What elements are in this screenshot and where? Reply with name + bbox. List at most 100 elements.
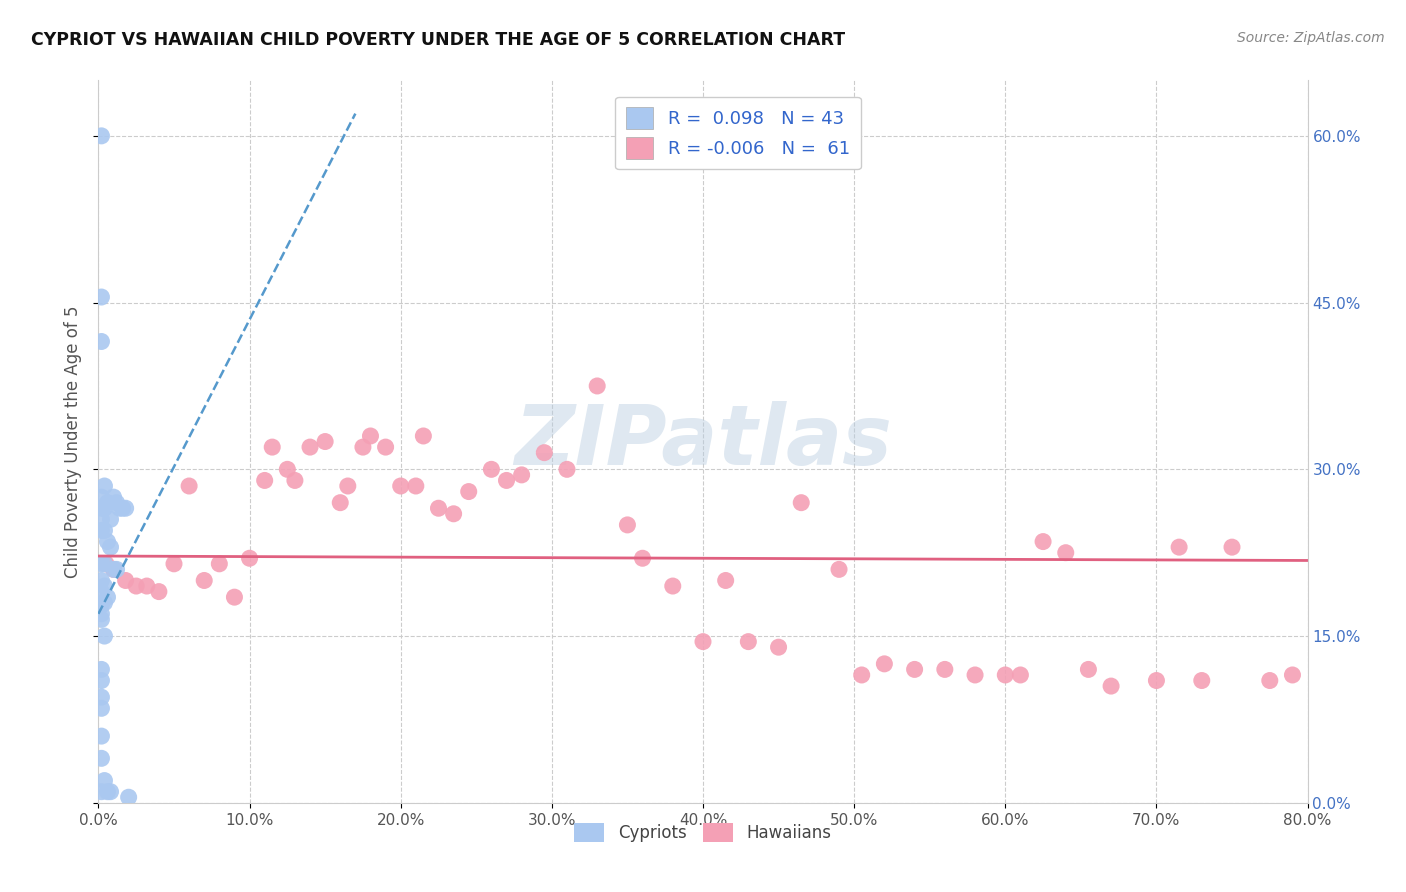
Point — [103, 490, 125, 504]
Point — [93, 579, 115, 593]
Point — [1168, 540, 1191, 554]
Point — [96, 496, 118, 510]
Point — [90, 607, 112, 621]
Point — [262, 440, 284, 454]
Point — [374, 440, 396, 454]
Point — [114, 501, 136, 516]
Point — [93, 629, 115, 643]
Point — [93, 524, 115, 538]
Point — [661, 579, 683, 593]
Point — [90, 612, 112, 626]
Point — [616, 517, 638, 532]
Point — [405, 479, 427, 493]
Point — [96, 534, 118, 549]
Point — [481, 462, 503, 476]
Point — [208, 557, 231, 571]
Point — [93, 773, 115, 788]
Point — [224, 590, 246, 604]
Point — [105, 496, 128, 510]
Point — [533, 445, 555, 459]
Point — [90, 290, 112, 304]
Point — [412, 429, 434, 443]
Point — [179, 479, 201, 493]
Legend: Cypriots, Hawaiians: Cypriots, Hawaiians — [568, 816, 838, 848]
Point — [90, 598, 112, 612]
Point — [239, 551, 262, 566]
Text: Source: ZipAtlas.com: Source: ZipAtlas.com — [1237, 31, 1385, 45]
Point — [360, 429, 382, 443]
Point — [96, 590, 118, 604]
Point — [737, 634, 759, 648]
Point — [768, 640, 790, 655]
Text: ZIPatlas: ZIPatlas — [515, 401, 891, 482]
Point — [276, 462, 298, 476]
Point — [93, 501, 115, 516]
Point — [1258, 673, 1281, 688]
Point — [555, 462, 578, 476]
Y-axis label: Child Poverty Under the Age of 5: Child Poverty Under the Age of 5 — [65, 305, 83, 578]
Point — [148, 584, 170, 599]
Point — [90, 490, 112, 504]
Point — [90, 524, 112, 538]
Point — [94, 557, 117, 571]
Point — [253, 474, 276, 488]
Point — [93, 479, 115, 493]
Point — [1099, 679, 1122, 693]
Point — [495, 474, 517, 488]
Text: CYPRIOT VS HAWAIIAN CHILD POVERTY UNDER THE AGE OF 5 CORRELATION CHART: CYPRIOT VS HAWAIIAN CHILD POVERTY UNDER … — [31, 31, 845, 49]
Point — [314, 434, 336, 449]
Point — [90, 701, 112, 715]
Point — [389, 479, 412, 493]
Point — [851, 668, 873, 682]
Point — [427, 501, 450, 516]
Point — [904, 662, 927, 676]
Point — [90, 574, 112, 588]
Point — [1054, 546, 1077, 560]
Point — [114, 574, 136, 588]
Point — [100, 540, 122, 554]
Point — [96, 785, 118, 799]
Point — [790, 496, 813, 510]
Point — [90, 690, 112, 705]
Point — [111, 501, 134, 516]
Point — [443, 507, 465, 521]
Point — [193, 574, 215, 588]
Point — [93, 557, 115, 571]
Point — [90, 128, 112, 143]
Point — [105, 562, 128, 576]
Point — [108, 501, 131, 516]
Point — [90, 512, 112, 526]
Point — [90, 584, 112, 599]
Point — [1191, 673, 1213, 688]
Point — [1077, 662, 1099, 676]
Point — [90, 751, 112, 765]
Point — [299, 440, 322, 454]
Point — [90, 673, 112, 688]
Point — [873, 657, 896, 671]
Point — [510, 467, 533, 482]
Point — [93, 596, 115, 610]
Point — [352, 440, 374, 454]
Point — [118, 790, 141, 805]
Point — [631, 551, 654, 566]
Point — [103, 562, 125, 576]
Point — [1281, 668, 1303, 682]
Point — [103, 562, 125, 576]
Point — [1144, 673, 1167, 688]
Point — [586, 379, 609, 393]
Point — [284, 474, 307, 488]
Point — [90, 729, 112, 743]
Point — [714, 574, 737, 588]
Point — [100, 785, 122, 799]
Point — [135, 579, 157, 593]
Point — [1010, 668, 1032, 682]
Point — [90, 557, 112, 571]
Point — [336, 479, 359, 493]
Point — [692, 634, 714, 648]
Point — [125, 579, 148, 593]
Point — [329, 496, 352, 510]
Point — [965, 668, 987, 682]
Point — [934, 662, 956, 676]
Point — [163, 557, 186, 571]
Point — [90, 334, 112, 349]
